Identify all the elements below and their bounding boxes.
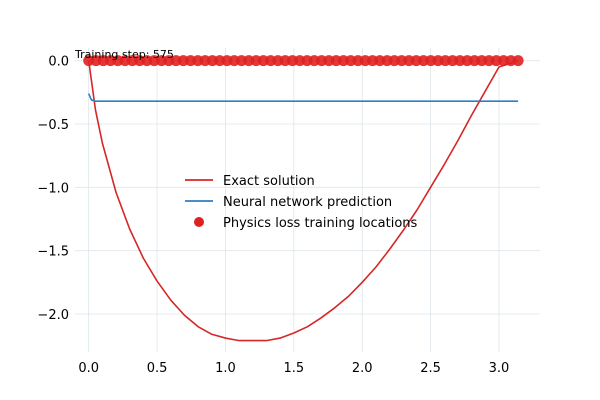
axis-ticks: 0.0 0.5 1.0 1.5 2.0 2.5 3.0 0.0 −0.5 −1.0 −1.5 −2.0 bbox=[37, 55, 509, 376]
legend-label: Neural network prediction bbox=[223, 195, 392, 210]
legend-swatch bbox=[194, 217, 204, 227]
x-tick-label: 1.0 bbox=[215, 361, 236, 376]
x-tick-label: 0.5 bbox=[147, 361, 168, 376]
plot-area bbox=[83, 55, 524, 342]
x-tick-label: 0.0 bbox=[78, 361, 99, 376]
x-tick-label: 3.0 bbox=[489, 361, 510, 376]
training-location-point bbox=[512, 55, 524, 67]
legend-label: Physics loss training locations bbox=[223, 216, 418, 231]
y-tick-label: −1.0 bbox=[37, 181, 69, 196]
training-step-annotation: Training step: 575 bbox=[74, 48, 174, 61]
x-tick-label: 1.5 bbox=[283, 361, 304, 376]
neural-network-prediction-line bbox=[87, 93, 519, 102]
exact-solution-line bbox=[87, 59, 519, 342]
x-tick-label: 2.5 bbox=[420, 361, 441, 376]
x-tick-label: 2.0 bbox=[352, 361, 373, 376]
legend: Exact solution Neural network prediction P… bbox=[185, 174, 418, 231]
y-tick-label: −0.5 bbox=[37, 118, 69, 133]
y-tick-label: −1.5 bbox=[37, 245, 69, 260]
legend-label: Exact solution bbox=[223, 174, 315, 189]
y-tick-label: 0.0 bbox=[48, 55, 69, 70]
y-tick-label: −2.0 bbox=[37, 308, 69, 323]
grid bbox=[75, 48, 540, 352]
